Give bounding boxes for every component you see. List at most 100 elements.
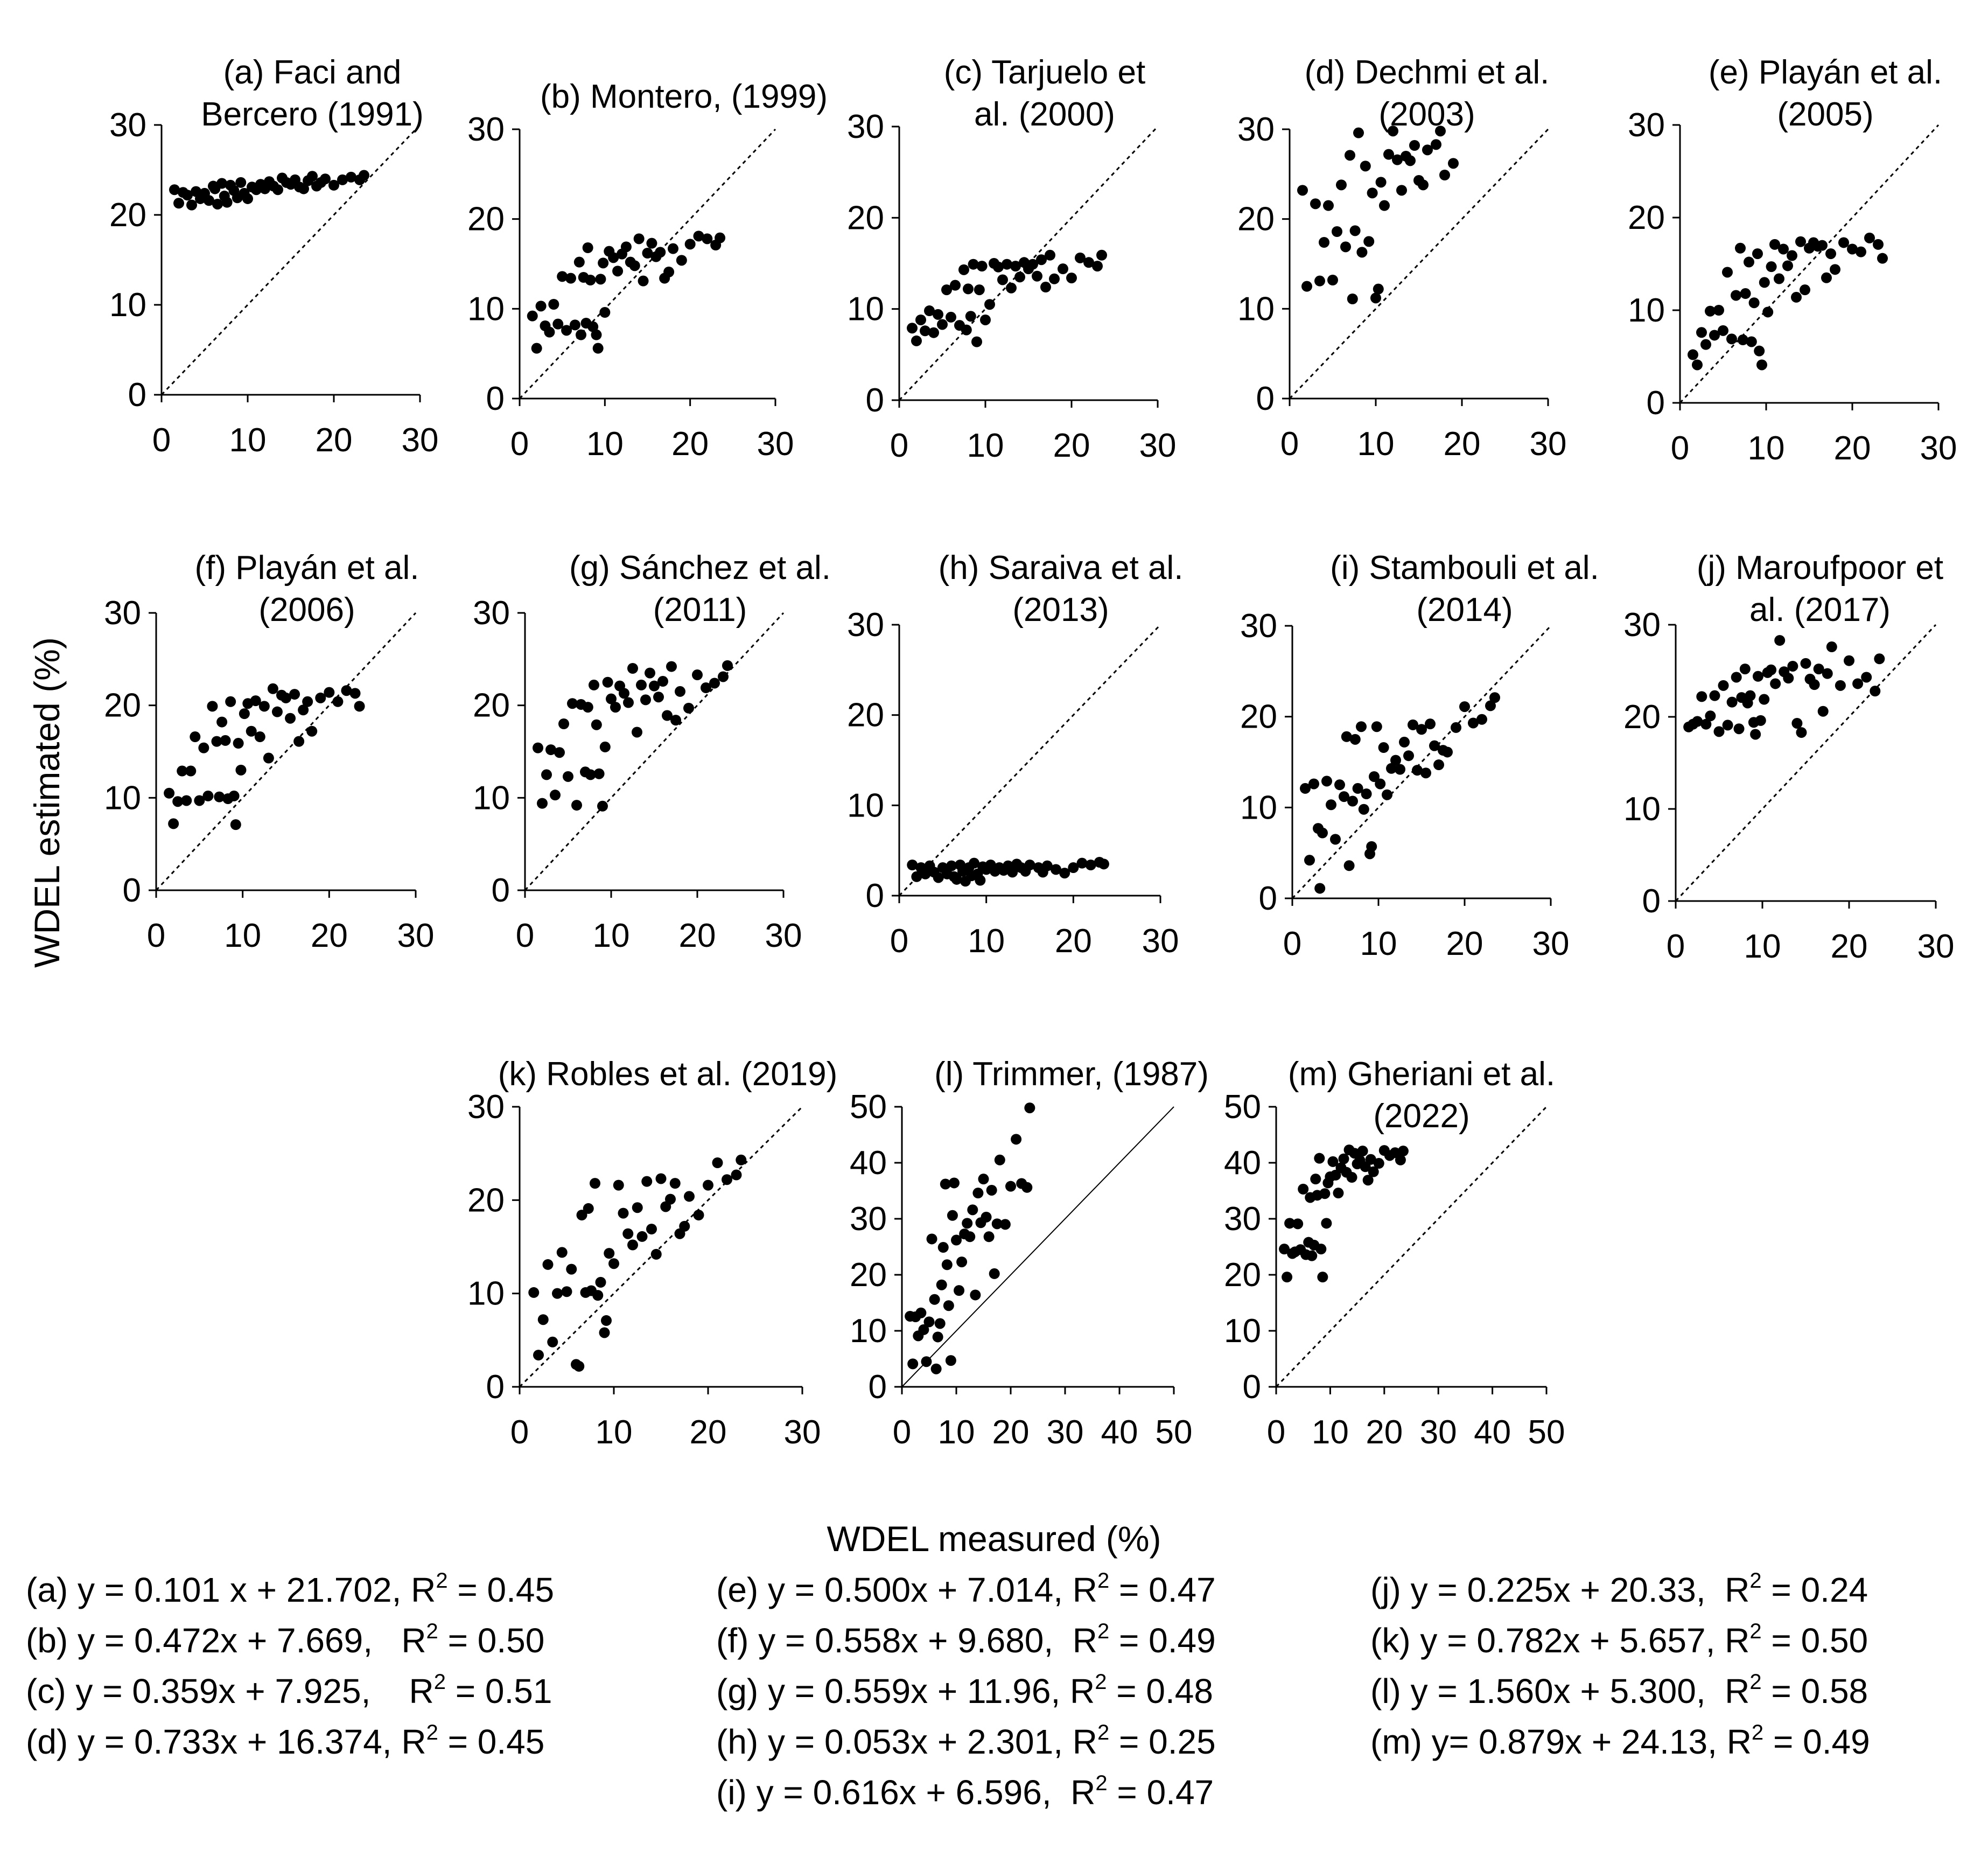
data-point	[915, 1307, 927, 1318]
data-point	[576, 1210, 587, 1221]
data-point	[1343, 860, 1355, 871]
data-point	[1373, 1158, 1384, 1169]
data-point	[1395, 1154, 1406, 1165]
data-point	[962, 1218, 973, 1229]
equation-rest: = 0.47	[1109, 1570, 1216, 1609]
one-to-one-line	[1675, 624, 1937, 902]
x-tick-label: 20	[1053, 427, 1090, 464]
data-point	[1375, 778, 1386, 790]
data-point	[602, 676, 613, 688]
equation-line: (k) y = 0.782x + 5.657, R2 = 0.50	[1370, 1615, 1870, 1666]
data-point	[934, 1318, 946, 1329]
x-tick-label: 0	[510, 425, 529, 463]
panel-title: Bercero (1991)	[201, 96, 424, 133]
data-point	[1349, 225, 1361, 236]
data-point	[1076, 857, 1088, 869]
x-tick-label: 0	[1280, 425, 1299, 463]
equation-line: (a) y = 0.101 x + 21.702, R2 = 0.45	[26, 1565, 554, 1615]
data-point	[1795, 236, 1806, 247]
data-point	[947, 1210, 958, 1221]
data-point	[1310, 198, 1321, 210]
x-tick-label: 10	[1360, 925, 1397, 962]
data-point	[1058, 263, 1068, 275]
x-tick-label: 10	[938, 1414, 975, 1451]
data-point	[214, 791, 225, 802]
data-point	[961, 324, 972, 336]
x-tick-label: 0	[890, 427, 908, 464]
data-point	[676, 255, 687, 266]
equation-superscript: 2	[1751, 1721, 1764, 1744]
data-point	[619, 688, 629, 699]
data-point	[1759, 694, 1770, 705]
data-point	[1315, 1244, 1327, 1255]
equation-main: (a) y = 0.101 x + 21.702, R	[26, 1570, 436, 1609]
data-point	[1813, 664, 1824, 675]
x-tick-label: 30	[1532, 925, 1570, 962]
y-tick-label: 0	[486, 1369, 505, 1406]
data-point	[950, 280, 961, 291]
data-point	[267, 683, 278, 694]
data-point	[1769, 239, 1780, 250]
data-point	[548, 299, 559, 310]
data-point	[1369, 771, 1380, 782]
data-point	[646, 238, 657, 249]
data-point	[204, 195, 214, 206]
data-point	[1817, 240, 1828, 251]
y-tick-label: 10	[847, 291, 884, 328]
data-point	[591, 719, 602, 730]
data-point	[1800, 284, 1810, 296]
data-point	[684, 1191, 695, 1202]
x-tick-label: 30	[1530, 425, 1567, 463]
data-point	[1722, 720, 1733, 731]
data-point	[1745, 690, 1756, 701]
equation-rest: = 0.45	[447, 1570, 555, 1609]
equation-main: (e) y = 0.500x + 7.014, R	[716, 1570, 1097, 1609]
panel-title: (b) Montero, (1999)	[540, 78, 828, 115]
panel-title: (g) Sánchez et al.	[569, 549, 831, 587]
data-point	[1433, 759, 1444, 771]
panel-title: (e) Playán et al.	[1709, 54, 1942, 91]
data-point	[1403, 750, 1414, 762]
data-point	[212, 198, 223, 210]
data-point	[172, 796, 184, 807]
data-point	[263, 752, 274, 764]
data-point	[1442, 746, 1453, 758]
data-point	[1873, 239, 1884, 250]
data-point	[655, 1173, 667, 1184]
data-point	[1696, 691, 1707, 702]
data-point	[612, 266, 624, 277]
y-tick-label: 0	[1256, 380, 1275, 417]
data-point	[1412, 765, 1423, 776]
data-point	[307, 171, 318, 182]
data-point	[190, 731, 201, 743]
x-tick-label: 10	[596, 1414, 633, 1451]
equation-main: (f) y = 0.558x + 9.680, R	[716, 1621, 1097, 1660]
data-point	[1759, 277, 1770, 288]
data-point	[940, 1178, 951, 1190]
data-point	[1051, 864, 1061, 875]
y-tick-label: 40	[850, 1144, 887, 1182]
data-point	[703, 1179, 713, 1191]
panel-h: (h) Saraiva et al. (2013) 0 10 20 30 0 10 20 30	[847, 549, 1183, 960]
data-point	[285, 713, 296, 724]
data-point	[693, 1210, 704, 1221]
data-point	[1314, 275, 1325, 287]
data-point	[1718, 325, 1728, 336]
data-point	[239, 708, 250, 720]
data-point	[1297, 185, 1308, 196]
data-point	[599, 307, 611, 318]
x-tick-label: 10	[1748, 430, 1785, 467]
data-point	[1778, 243, 1789, 255]
data-point	[930, 1363, 942, 1374]
data-point	[1787, 660, 1798, 672]
y-tick-label: 0	[128, 376, 146, 414]
data-point	[1396, 185, 1407, 196]
data-point	[1817, 706, 1829, 717]
data-point	[926, 1233, 937, 1245]
data-point	[535, 301, 547, 312]
data-point	[1852, 678, 1864, 689]
equation-line: (d) y = 0.733x + 16.374, R2 = 0.45	[26, 1716, 554, 1767]
equation-superscript: 2	[426, 1619, 438, 1643]
data-point	[1429, 740, 1440, 751]
panel-title: (2022)	[1373, 1098, 1469, 1135]
